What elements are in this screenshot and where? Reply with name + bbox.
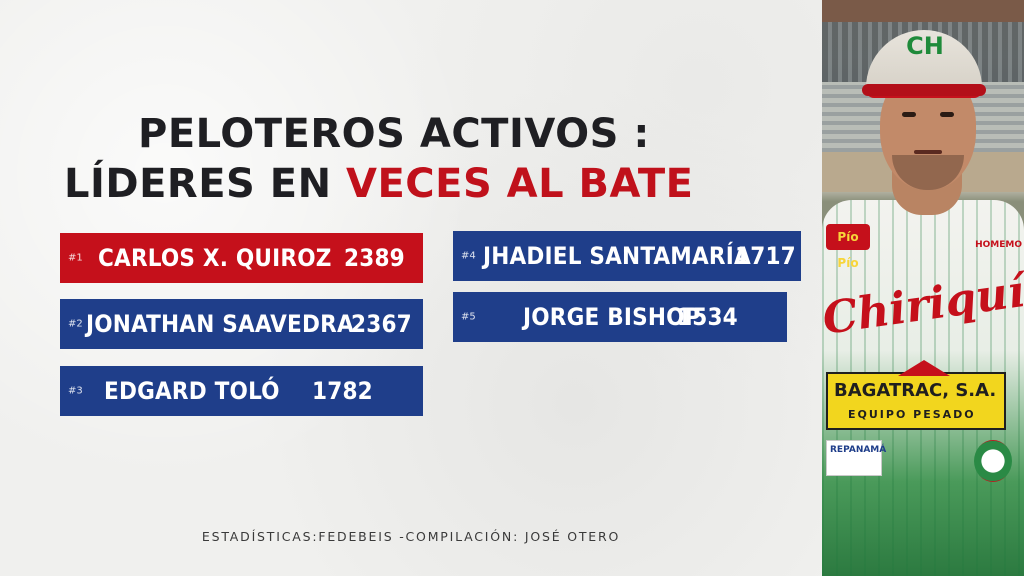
leader-bar-3: #3 EDGARD TOLÓ 1782 [60,366,423,416]
leader-rank: #1 [68,252,83,264]
sponsor-bagatrac-name: BAGATRAC, S.A. [834,380,997,401]
leader-bar-1: #1 CARLOS X. QUIROZ 2389 [60,233,423,283]
title-line-1: PELOTEROS ACTIVOS : [138,110,838,158]
cap-brim [862,84,986,96]
leader-value: 1534 [677,303,738,331]
sponsor-bagatrac-sub: EQUIPO PESADO [848,408,976,421]
leader-rank: #5 [461,311,476,323]
leader-name: JHADIEL SANTAMARÍA [483,242,751,270]
title-line-2-prefix: LÍDERES EN [64,161,346,207]
leader-rank: #2 [68,318,83,330]
leader-name: JORGE BISHOP [523,303,701,331]
leader-value: 1717 [735,242,796,270]
leader-name: EDGARD TOLÓ [104,377,280,405]
paper-background [0,0,822,576]
stadium-roof [822,0,1024,22]
player-eye [902,112,916,117]
title-line-1-text: PELOTEROS ACTIVOS : [138,111,650,157]
leader-value: 2389 [344,244,405,272]
player-photo: CH Pío Pío HOMEMO Chiriquí BAGATRAC, S.A… [822,0,1024,576]
leader-name: JONATHAN SAAVEDRA [86,310,354,338]
leader-bar-5: #5 JORGE BISHOP 1534 [453,292,787,342]
title-line-2-accent: VECES AL BATE [345,161,694,207]
player-mouth [914,150,942,154]
leader-rank: #4 [461,250,476,262]
player-eye [940,112,954,117]
leader-value: 1782 [312,377,373,405]
leader-name: CARLOS X. QUIROZ [98,244,332,272]
sponsor-patch-repanama: REPANAMÁ [826,440,886,476]
sponsor-patch-right: HOMEMO [975,240,1022,250]
sponsor-roof-icon [898,360,950,376]
leader-value: 2367 [351,310,412,338]
source-credit: ESTADÍSTICAS:FEDEBEIS -COMPILACIÓN: JOSÉ… [201,529,621,544]
title-line-2: LÍDERES EN VECES AL BATE [64,160,764,208]
leader-rank: #3 [68,385,83,397]
team-emblem-icon [974,440,1012,482]
leader-bar-2: #2 JONATHAN SAAVEDRA 2367 [60,299,423,349]
cap-logo: CH [906,32,944,60]
leader-bar-4: #4 JHADIEL SANTAMARÍA 1717 [453,231,801,281]
sponsor-patch-left: Pío Pío [826,224,870,270]
sponsor-bagatrac: BAGATRAC, S.A. EQUIPO PESADO [826,360,1006,430]
